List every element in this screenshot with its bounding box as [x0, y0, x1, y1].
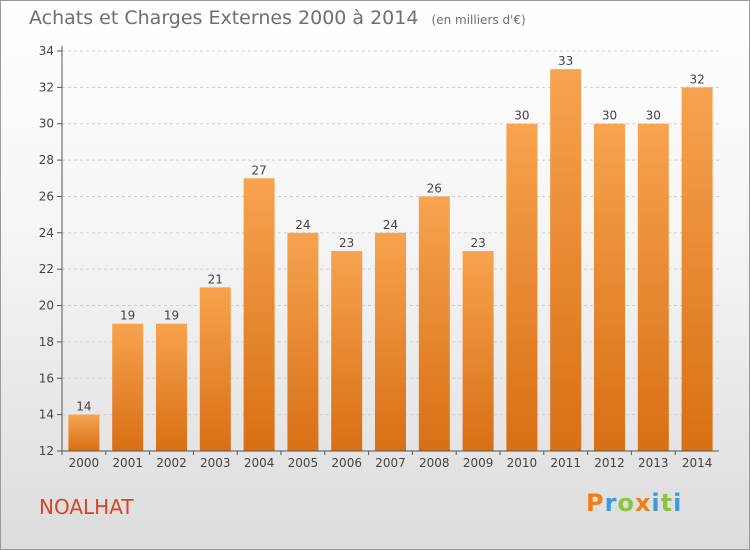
x-tick-label: 2002: [156, 456, 187, 470]
logo-letter: t: [660, 489, 674, 517]
y-tick-label: 24: [39, 226, 54, 240]
commune-name: NOALHAT: [39, 495, 134, 519]
logo-letter: i: [673, 489, 683, 517]
data-label: 30: [646, 109, 661, 123]
x-tick-label: 2009: [463, 456, 494, 470]
bar: [550, 69, 582, 451]
data-label: 26: [427, 181, 442, 195]
data-label: 14: [76, 400, 91, 414]
bar: [462, 251, 494, 451]
bar: [637, 123, 669, 452]
data-label: 32: [689, 72, 704, 86]
bar: [68, 414, 100, 451]
chart-title: Achats et Charges Externes 2000 à 2014: [29, 7, 419, 29]
logo-letter: r: [604, 489, 618, 517]
bar: [418, 196, 450, 451]
bar: [506, 123, 538, 452]
bar: [331, 251, 363, 451]
y-tick-label: 14: [39, 408, 54, 422]
y-tick-label: 30: [39, 117, 54, 131]
x-tick-label: 2014: [682, 456, 713, 470]
bar: [594, 123, 625, 452]
bar: [287, 232, 319, 451]
x-tick-label: 2008: [419, 456, 450, 470]
x-tick-label: 2007: [375, 456, 406, 470]
data-label: 19: [120, 309, 135, 323]
data-label: 24: [383, 218, 398, 232]
x-tick-label: 2013: [638, 456, 669, 470]
data-label: 23: [470, 236, 485, 250]
y-tick-label: 32: [39, 80, 54, 94]
logo-letter: i: [651, 489, 661, 517]
y-tick-label: 12: [39, 444, 54, 458]
bar: [199, 287, 231, 451]
logo-letter: o: [617, 489, 635, 517]
x-tick-label: 2006: [331, 456, 362, 470]
bar: [156, 323, 187, 451]
y-tick-label: 26: [39, 189, 54, 203]
y-tick-label: 28: [39, 153, 54, 167]
x-tick-label: 2012: [594, 456, 625, 470]
x-tick-label: 2010: [507, 456, 538, 470]
data-label: 19: [164, 309, 179, 323]
title-row: Achats et Charges Externes 2000 à 2014 (…: [29, 7, 526, 29]
x-tick-label: 2004: [244, 456, 275, 470]
data-label: 21: [208, 272, 223, 286]
data-label: 23: [339, 236, 354, 250]
bar: [112, 323, 144, 451]
x-tick-label: 2005: [288, 456, 319, 470]
bars: 14 19 19 21 27 24 23 24 26 23 30 33 30 30 32: [68, 54, 713, 452]
logo-letter: P: [586, 489, 605, 517]
data-label: 33: [558, 54, 573, 68]
y-tick-label: 22: [39, 262, 54, 276]
chart-subtitle: (en milliers d'€): [431, 13, 526, 27]
y-tick-label: 18: [39, 335, 54, 349]
bar: [243, 178, 275, 452]
x-tick-label: 2000: [69, 456, 100, 470]
x-tick-label: 2001: [112, 456, 143, 470]
y-tick-label: 16: [39, 371, 54, 385]
data-label: 30: [514, 109, 529, 123]
data-label: 27: [251, 163, 266, 177]
y-tick-label: 20: [39, 299, 54, 313]
data-label: 24: [295, 218, 310, 232]
bar: [375, 232, 406, 451]
x-tick-label: 2011: [550, 456, 581, 470]
y-tick-label: 34: [39, 44, 54, 58]
axes: 12 14 16 18 20 22 24 26 28 30 32 34 2000 2001 2002 2003…: [39, 44, 719, 470]
bar: [681, 87, 713, 451]
data-label: 30: [602, 109, 617, 123]
x-tick-label: 2003: [200, 456, 231, 470]
proxiti-logo: Proxiti: [586, 489, 682, 517]
logo-letter: x: [634, 489, 652, 517]
